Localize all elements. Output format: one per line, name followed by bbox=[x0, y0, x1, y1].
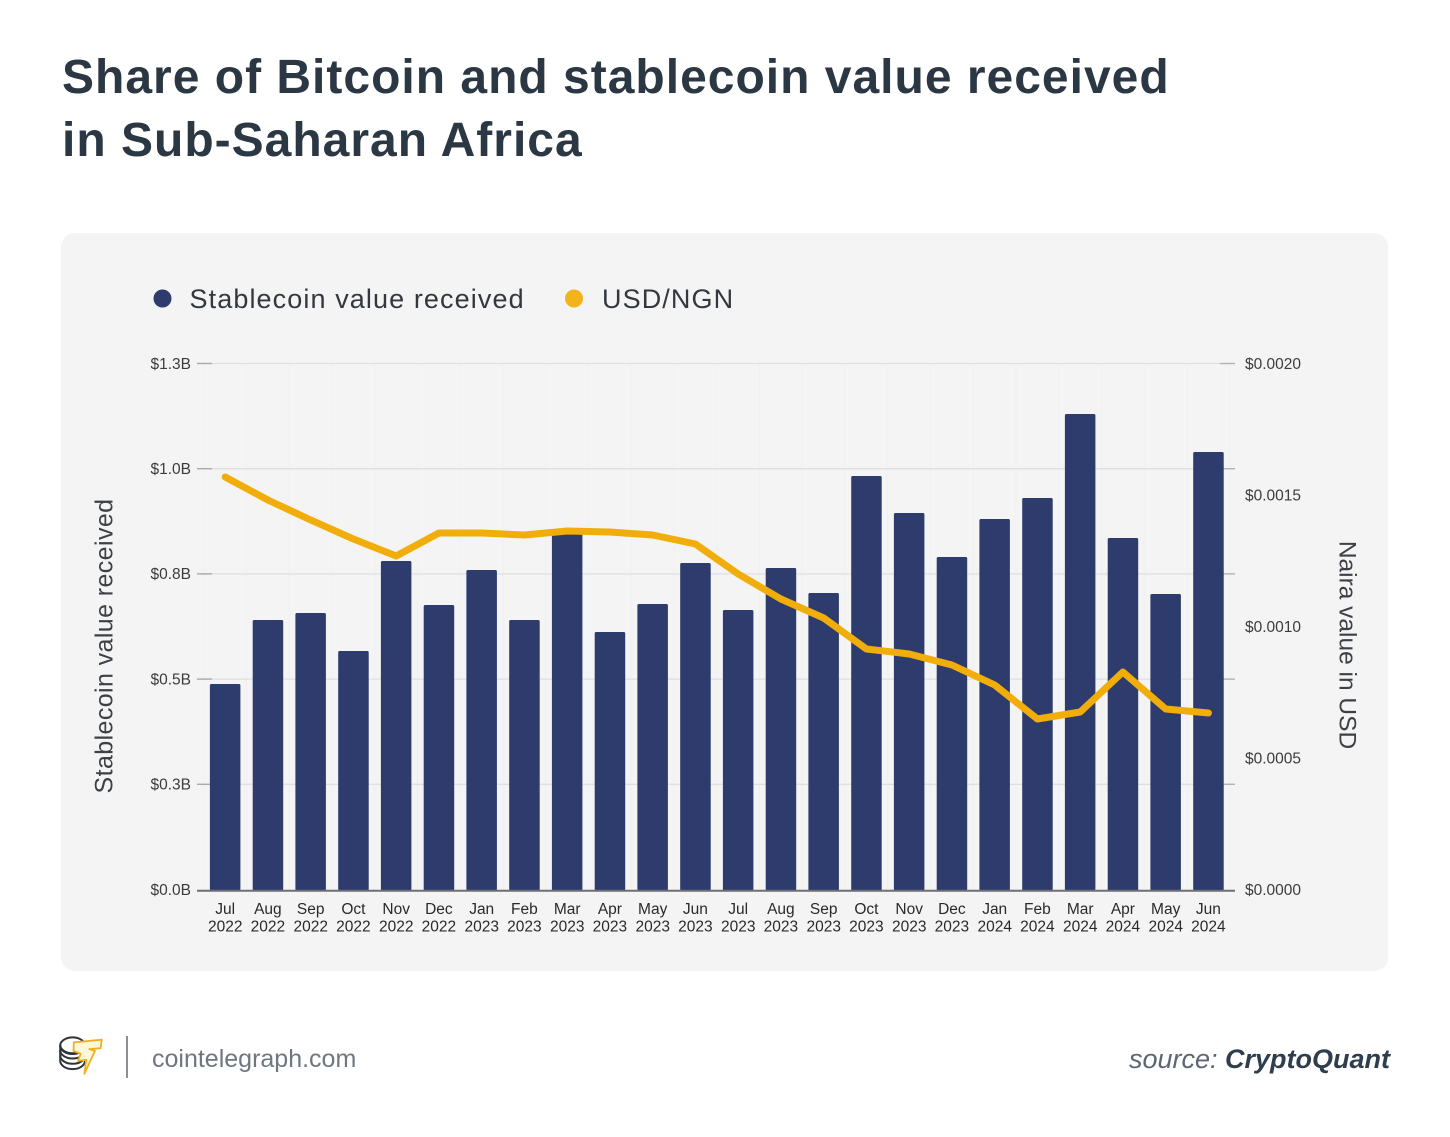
svg-text:Apr: Apr bbox=[598, 901, 622, 918]
svg-text:Apr: Apr bbox=[1111, 901, 1135, 918]
svg-text:$0.0020: $0.0020 bbox=[1245, 356, 1301, 373]
svg-text:Aug: Aug bbox=[254, 901, 282, 918]
svg-text:2023: 2023 bbox=[721, 919, 755, 936]
svg-text:2022: 2022 bbox=[293, 919, 327, 936]
svg-text:2023: 2023 bbox=[678, 919, 712, 936]
svg-text:$0.0B: $0.0B bbox=[150, 882, 191, 899]
svg-text:2022: 2022 bbox=[422, 919, 456, 936]
svg-text:2023: 2023 bbox=[593, 919, 627, 936]
svg-text:Oct: Oct bbox=[341, 901, 366, 918]
svg-text:Oct: Oct bbox=[854, 901, 879, 918]
svg-text:May: May bbox=[1151, 901, 1181, 918]
svg-text:$0.3B: $0.3B bbox=[150, 777, 191, 794]
svg-text:USD/NGN: USD/NGN bbox=[602, 284, 734, 314]
svg-text:2022: 2022 bbox=[208, 919, 242, 936]
svg-text:May: May bbox=[638, 901, 668, 918]
svg-text:2024: 2024 bbox=[1063, 919, 1098, 936]
svg-text:2023: 2023 bbox=[764, 919, 798, 936]
svg-text:2023: 2023 bbox=[550, 919, 584, 936]
svg-text:2023: 2023 bbox=[507, 919, 541, 936]
svg-text:Sep: Sep bbox=[810, 901, 838, 918]
svg-text:2024: 2024 bbox=[1191, 919, 1226, 936]
svg-text:2023: 2023 bbox=[464, 919, 498, 936]
svg-text:Feb: Feb bbox=[511, 901, 538, 918]
svg-text:Jan: Jan bbox=[469, 901, 494, 918]
svg-text:Mar: Mar bbox=[1067, 901, 1094, 918]
svg-text:2023: 2023 bbox=[935, 919, 969, 936]
svg-text:Jul: Jul bbox=[215, 901, 235, 918]
svg-text:$0.0010: $0.0010 bbox=[1245, 619, 1301, 636]
svg-text:$0.5B: $0.5B bbox=[150, 671, 191, 688]
svg-text:$1.0B: $1.0B bbox=[150, 461, 191, 478]
svg-text:Feb: Feb bbox=[1024, 901, 1051, 918]
svg-text:$0.0000: $0.0000 bbox=[1245, 882, 1301, 899]
svg-text:$0.0015: $0.0015 bbox=[1245, 487, 1301, 504]
svg-text:Mar: Mar bbox=[554, 901, 581, 918]
svg-text:Sep: Sep bbox=[297, 901, 325, 918]
svg-text:Stablecoin value received: Stablecoin value received bbox=[91, 499, 119, 794]
svg-text:Naira value in USD: Naira value in USD bbox=[1334, 541, 1361, 749]
svg-text:Stablecoin value received: Stablecoin value received bbox=[190, 284, 525, 314]
svg-text:2023: 2023 bbox=[849, 919, 883, 936]
svg-text:2024: 2024 bbox=[977, 919, 1012, 936]
svg-text:$0.8B: $0.8B bbox=[150, 566, 191, 583]
svg-text:Jun: Jun bbox=[683, 901, 708, 918]
svg-text:Jul: Jul bbox=[728, 901, 748, 918]
svg-text:Jun: Jun bbox=[1196, 901, 1221, 918]
svg-text:2023: 2023 bbox=[635, 919, 669, 936]
svg-text:2022: 2022 bbox=[336, 919, 370, 936]
svg-text:Dec: Dec bbox=[425, 901, 453, 918]
svg-text:Dec: Dec bbox=[938, 901, 966, 918]
svg-text:2024: 2024 bbox=[1020, 919, 1055, 936]
svg-text:$1.3B: $1.3B bbox=[150, 356, 191, 373]
svg-text:Aug: Aug bbox=[767, 901, 795, 918]
svg-text:2024: 2024 bbox=[1106, 919, 1141, 936]
svg-text:Nov: Nov bbox=[382, 901, 410, 918]
svg-text:2022: 2022 bbox=[379, 919, 413, 936]
svg-text:$0.0005: $0.0005 bbox=[1245, 750, 1301, 767]
svg-text:Nov: Nov bbox=[895, 901, 923, 918]
svg-text:Jan: Jan bbox=[982, 901, 1007, 918]
svg-text:2023: 2023 bbox=[892, 919, 926, 936]
svg-text:2022: 2022 bbox=[251, 919, 285, 936]
svg-text:2023: 2023 bbox=[806, 919, 840, 936]
svg-text:2024: 2024 bbox=[1148, 919, 1183, 936]
